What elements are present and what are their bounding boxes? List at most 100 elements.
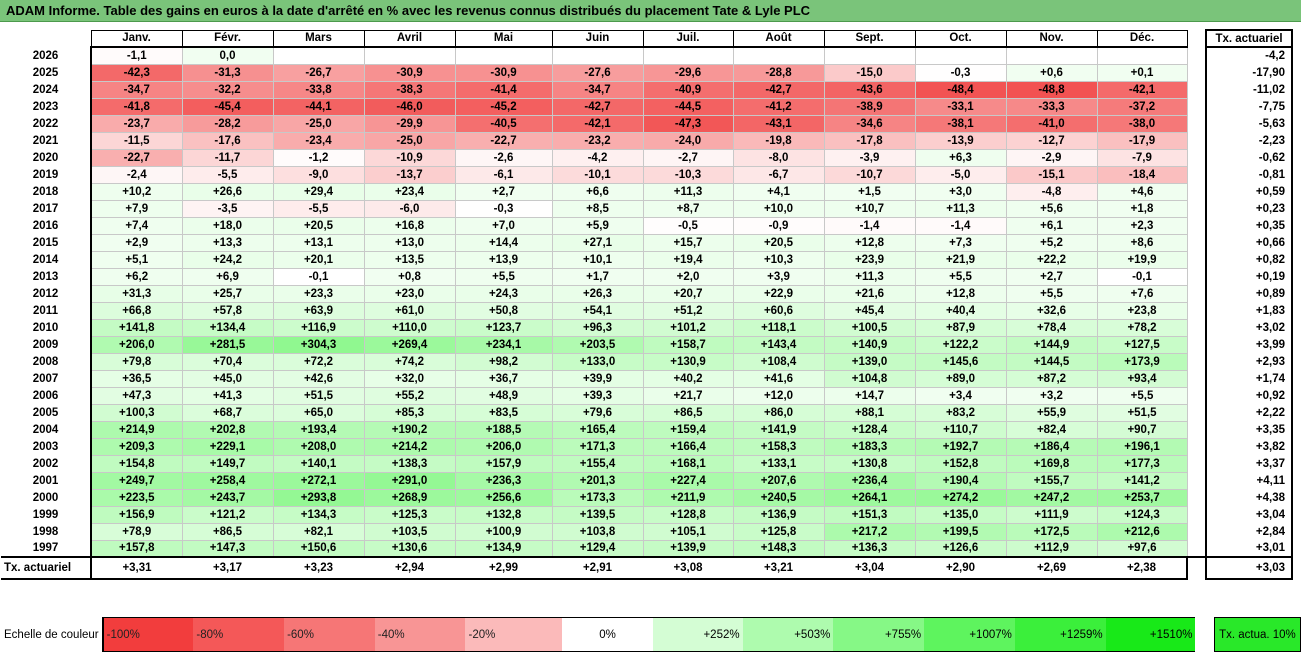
gain-cell: +7,3: [914, 233, 1007, 252]
year-cell: 2008: [1, 353, 92, 370]
gain-cell: -0,5: [642, 216, 734, 235]
gain-cell: -10,9: [363, 148, 456, 167]
gain-cell: -10,7: [823, 165, 916, 184]
gain-cell: +24,2: [181, 250, 274, 269]
gain-cell: +2,7: [1005, 267, 1098, 286]
gain-cell: +154,8: [90, 454, 183, 473]
month-header: Oct.: [914, 29, 1007, 48]
gain-cell: +157,9: [454, 454, 553, 473]
gain-cell: [732, 46, 825, 65]
gain-cell: +10,1: [551, 250, 644, 269]
gain-cell: +110,0: [363, 318, 456, 337]
table-row: 2020 -22,7 -11,7 -1,2 -10,9 -2,6 -4,2 -2,7 -8,0-…: [1, 148, 1293, 167]
gain-cell: +1,7: [551, 267, 644, 286]
gain-cell: -1,2: [272, 148, 365, 167]
year-cell: 2000: [1, 489, 92, 506]
gain-cell: +55,9: [1005, 403, 1098, 422]
gain-cell: -27,6: [551, 63, 644, 82]
gain-cell: +165,4: [551, 420, 644, 439]
gain-cell: +22,9: [732, 284, 825, 303]
legend-actuarial-box: Tx. actua. 10%: [1213, 617, 1301, 652]
year-cell: 2024: [1, 81, 92, 98]
gain-cell: -7,9: [1096, 148, 1188, 167]
gain-cell: 0,0: [181, 46, 274, 65]
gain-cell: +68,7: [181, 403, 274, 422]
gain-cell: -38,3: [363, 80, 456, 99]
gain-cell: +111,9: [1005, 505, 1098, 524]
gain-cell: -43,1: [732, 114, 825, 133]
gain-cell: -41,0: [1005, 114, 1098, 133]
actuarial-cell: +3,01: [1205, 540, 1293, 558]
gain-cell: +66,8: [90, 301, 183, 320]
legend-swatch: +252%: [652, 617, 743, 652]
gain-cell: +70,4: [181, 352, 274, 371]
spacer-cell: [1187, 336, 1206, 353]
table-row: 2008 +79,8 +70,4 +72,2 +74,2 +98,2 +133,0 +130,…: [1, 352, 1293, 371]
gain-cell: +140,9: [823, 335, 916, 354]
gain-cell: +258,4: [181, 471, 274, 490]
gain-cell: +21,6: [823, 284, 916, 303]
legend-swatch: -100%: [102, 617, 194, 652]
gain-cell: +22,2: [1005, 250, 1098, 269]
table-row: 1998 +78,9 +86,5 +82,1 +103,5 +100,9 +103,8 +10…: [1, 522, 1293, 541]
actuarial-cell: -7,75: [1205, 98, 1293, 115]
spacer-cell: [1187, 472, 1206, 489]
gain-cell: +93,4: [1096, 369, 1188, 388]
gain-cell: +173,3: [551, 488, 644, 507]
gain-cell: -42,3: [90, 63, 183, 82]
actuarial-cell: +4,38: [1205, 489, 1293, 506]
gain-cell: +155,4: [551, 454, 644, 473]
gain-cell: -0,1: [1096, 267, 1188, 286]
gain-cell: +8,5: [551, 199, 644, 218]
gain-cell: +155,7: [1005, 471, 1098, 490]
gain-cell: -1,1: [90, 46, 183, 65]
month-header: Juin: [551, 29, 644, 48]
actuarial-cell: +0,89: [1205, 285, 1293, 302]
month-header: Mai: [454, 29, 553, 48]
gain-cell: -0,3: [454, 199, 553, 218]
gain-cell: +89,0: [914, 369, 1007, 388]
gain-cell: +26,6: [181, 182, 274, 201]
gain-cell: -34,7: [551, 80, 644, 99]
gain-cell: +23,8: [1096, 301, 1188, 320]
table-row: 2016 +7,4 +18,0 +20,5 +16,8 +7,0 +5,9 -0,5 -0,9-…: [1, 216, 1293, 235]
actuarial-cell: +3,35: [1205, 421, 1293, 438]
gain-cell: +138,3: [363, 454, 456, 473]
summary-value: +3,08: [643, 556, 733, 580]
gain-cell: +268,9: [363, 488, 456, 507]
gain-cell: +5,9: [551, 216, 644, 235]
spacer-cell: [1187, 370, 1206, 387]
table-row: 2001 +249,7 +258,4 +272,1 +291,0 +236,3 +201,3…: [1, 471, 1293, 490]
gain-cell: -25,0: [272, 114, 365, 133]
table-row: 2000 +223,5 +243,7 +293,8 +268,9 +256,6 +173,3…: [1, 488, 1293, 507]
gain-cell: +156,9: [90, 505, 183, 524]
gain-cell: +36,5: [90, 369, 183, 388]
table-row: 2006 +47,3 +41,3 +51,5 +55,2 +48,9 +39,3 +21,7 +…: [1, 386, 1293, 405]
gain-cell: +20,5: [272, 216, 365, 235]
gain-cell: -4,2: [551, 148, 644, 167]
gain-cell: +39,3: [551, 386, 644, 405]
gain-cell: +144,9: [1005, 335, 1098, 354]
spacer-cell: [1187, 183, 1206, 200]
year-cell: 2014: [1, 251, 92, 268]
actuarial-cell: +3,82: [1205, 438, 1293, 455]
spacer-cell: [1187, 251, 1206, 268]
year-cell: 2015: [1, 234, 92, 251]
actuarial-cell: +3,04: [1205, 506, 1293, 523]
year-cell: 2011: [1, 302, 92, 319]
year-cell: 2006: [1, 387, 92, 404]
gain-cell: +2,3: [1096, 216, 1188, 235]
gain-cell: +97,6: [1096, 539, 1188, 558]
gain-cell: +87,2: [1005, 369, 1098, 388]
gain-cell: -15,0: [823, 63, 916, 82]
table-row: 2019 -2,4 -5,5 -9,0 -13,7 -6,1 -10,1 -10,3 -6,7-…: [1, 165, 1293, 184]
gain-cell: +0,1: [1096, 63, 1188, 82]
gain-cell: -1,4: [823, 216, 916, 235]
gain-cell: +112,9: [1005, 539, 1098, 558]
table-body: 2026 -1,1 0,0 -4,2 2025 -42,3 -31,3 -26,7 -30,9-…: [1, 46, 1293, 580]
spacer-cell: [1187, 319, 1206, 336]
gain-cell: +269,4: [363, 335, 456, 354]
table-row: 2026 -1,1 0,0 -4,2: [1, 46, 1293, 65]
gain-cell: +83,5: [454, 403, 553, 422]
gain-cell: +5,5: [454, 267, 553, 286]
